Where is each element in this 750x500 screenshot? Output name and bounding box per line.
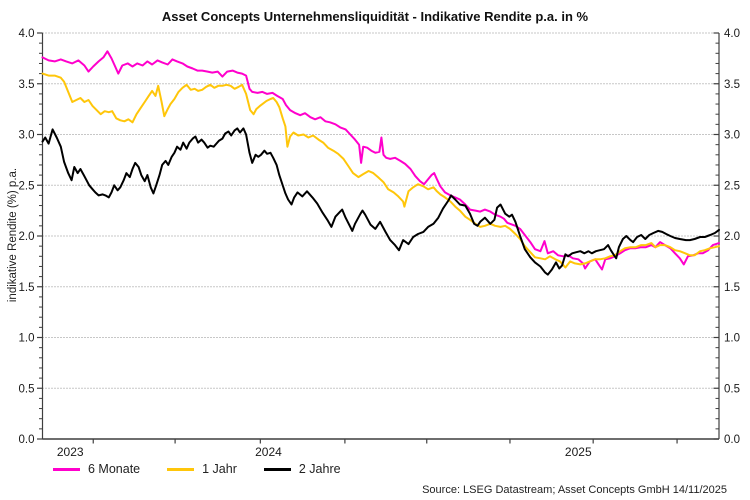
y-tick-label-left: 3.0 (19, 130, 35, 142)
legend-label: 6 Monate (88, 462, 141, 476)
y-tick-label-right: 3.5 (724, 79, 740, 91)
y-tick-label-right: 1.5 (724, 282, 740, 294)
y-tick-label-left: 4.0 (19, 28, 35, 40)
y-tick-label-left: 2.5 (19, 180, 35, 192)
legend-label: 2 Jahre (298, 462, 341, 476)
legend-label: 1 Jahr (202, 462, 237, 476)
y-tick-label-right: 1.0 (724, 333, 740, 345)
y-tick-label-left: 0.0 (19, 434, 35, 446)
series-line-2-jahre (41, 127, 720, 276)
chart-legend: 6 Monate 1 Jahr 2 Jahre (53, 461, 368, 477)
x-tick-label-year: 2024 (255, 445, 282, 459)
legend-line-swatch-2-jahre (263, 467, 291, 471)
y-tick-label-right: 4.0 (724, 28, 740, 40)
legend-item-6-monate: 6 Monate (53, 462, 140, 476)
y-tick-label-right: 3.0 (724, 130, 740, 142)
legend-line-swatch-1-jahr (167, 467, 195, 471)
y-tick-label-left: 2.0 (19, 231, 35, 243)
chart-title: Asset Concepts Unternehmensliquidität - … (161, 9, 589, 24)
y-tick-label-left: 1.5 (19, 282, 35, 294)
series-line-1-jahr (41, 72, 720, 269)
y-tick-label-left: 0.5 (19, 383, 35, 395)
source-attribution: Source: LSEG Datastream; Asset Concepts … (422, 484, 727, 496)
y-tick-label-right: 2.0 (724, 231, 740, 243)
y-tick-label-right: 0.0 (724, 434, 740, 446)
y-tick-label-left: 1.0 (19, 333, 35, 345)
x-tick-label-year: 2025 (565, 445, 592, 459)
x-tick-label-year: 2023 (57, 445, 84, 459)
series-line-6-monate (41, 50, 720, 271)
legend-item-2-jahre: 2 Jahre (263, 462, 341, 476)
legend-line-swatch-6-monate (53, 467, 80, 471)
legend-item-1-jahr: 1 Jahr (167, 462, 237, 476)
y-tick-label-left: 3.5 (19, 79, 35, 91)
y-tick-label-right: 0.5 (724, 383, 740, 395)
y-tick-label-right: 2.5 (724, 180, 740, 192)
